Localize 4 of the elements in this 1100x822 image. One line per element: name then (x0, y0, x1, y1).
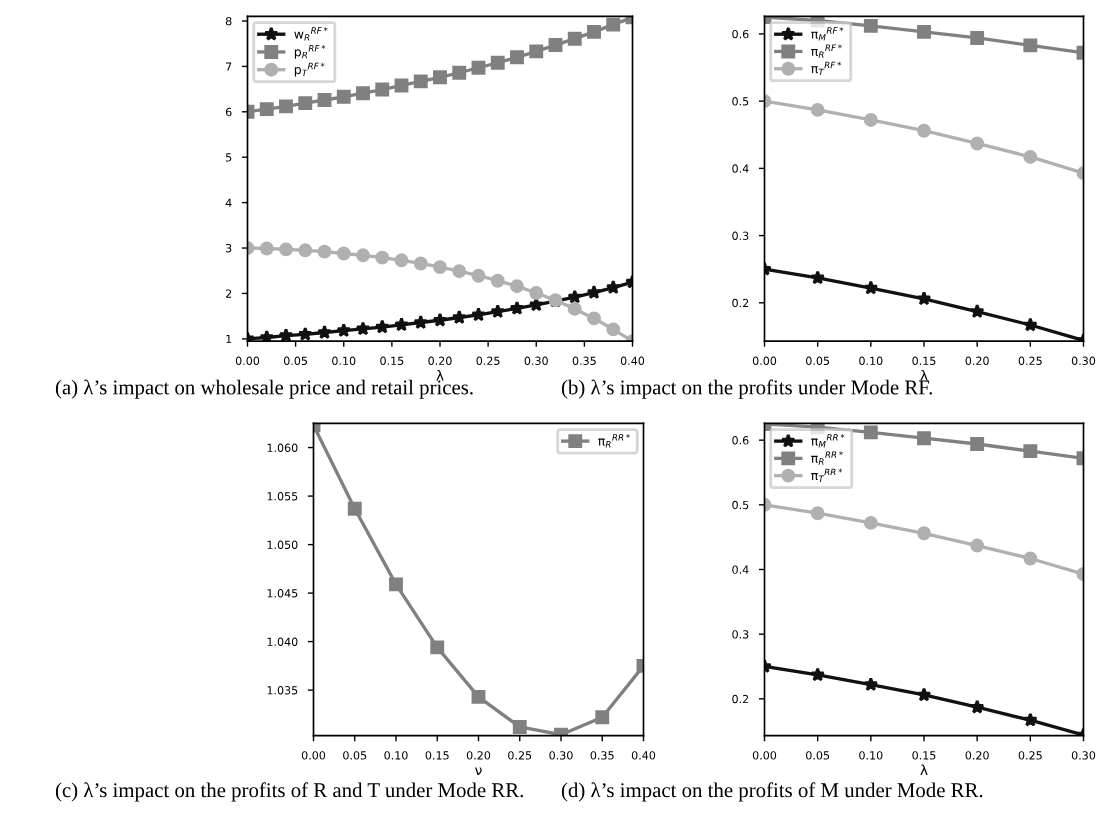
text: (c) λ’s impact on the profits of R and T under Mode RR. (55, 782, 523, 802)
text: (b) λ’s impact on the profits under Mode RF. (561, 379, 933, 399)
text: (d) λ’s impact on the profits of M under Mode RR. (561, 782, 983, 802)
text: (a) λ’s impact on wholesale price and retail prices. (55, 379, 473, 399)
